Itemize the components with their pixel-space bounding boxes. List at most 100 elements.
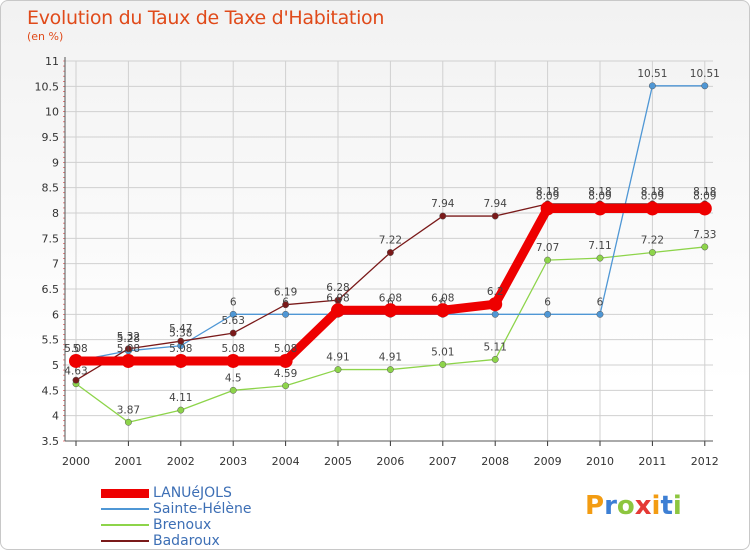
data-point (69, 353, 83, 368)
y-tick-label: 4 (52, 410, 59, 423)
legend-swatch (101, 488, 149, 498)
data-point (540, 201, 555, 216)
data-label: 4.91 (326, 352, 349, 364)
x-tick-label: 2008 (481, 455, 509, 468)
data-label: 4.63 (64, 366, 87, 378)
data-label: 8.18 (536, 186, 559, 198)
x-tick-label: 2003 (219, 455, 247, 468)
logo-letter: x (634, 491, 652, 521)
data-label: 8.09 (536, 190, 559, 202)
data-label: 10.51 (637, 68, 667, 80)
logo-letter: i (651, 491, 661, 521)
data-label: 5.08 (169, 343, 192, 355)
legend-item: LANUéJOLS (101, 485, 252, 501)
data-label: 5.11 (484, 341, 507, 353)
data-point (177, 337, 185, 345)
data-label: 5.08 (117, 343, 140, 355)
chart-title: Evolution du Taux de Taxe d'Habitation (27, 7, 385, 29)
x-tick-label: 2004 (272, 455, 300, 468)
data-label: 6 (387, 296, 394, 308)
data-point (701, 243, 709, 251)
y-tick-label: 6.5 (42, 283, 60, 296)
x-tick-label: 2012 (691, 455, 719, 468)
y-tick-label: 5.5 (42, 334, 60, 347)
legend-item: Sainte-Hélène (101, 501, 252, 517)
data-point (491, 310, 499, 318)
data-point (229, 386, 237, 394)
x-tick-label: 2006 (376, 455, 404, 468)
y-tick-label: 10.5 (35, 80, 60, 93)
x-tick-label: 2009 (534, 455, 562, 468)
data-label: 10.51 (690, 68, 720, 80)
data-label: 5.08 (222, 343, 245, 355)
data-point (596, 310, 604, 318)
data-point (121, 353, 136, 368)
data-point (282, 382, 290, 390)
data-label: 5.32 (117, 331, 140, 343)
data-label: 6 (597, 296, 604, 308)
data-point (435, 303, 450, 318)
data-label: 7.22 (379, 235, 402, 247)
data-label: 6 (439, 296, 446, 308)
data-label: 8.09 (641, 190, 664, 202)
data-label: 6.08 (379, 292, 402, 304)
data-point (226, 353, 241, 368)
x-tick-label: 2011 (638, 455, 666, 468)
data-point (278, 353, 293, 368)
data-label: 5.63 (222, 315, 245, 327)
x-tick-label: 2001 (114, 455, 142, 468)
data-point (72, 376, 80, 384)
data-point (488, 297, 503, 312)
data-label: 8.18 (641, 186, 664, 198)
data-point (648, 249, 656, 256)
data-point (544, 310, 552, 318)
data-label: 6.19 (274, 287, 297, 299)
data-label: 5.28 (117, 333, 140, 345)
data-point (491, 355, 499, 363)
logo-letter: o (616, 491, 635, 521)
data-point (177, 406, 185, 414)
data-point (645, 201, 660, 216)
y-tick-label: 4.5 (42, 384, 60, 397)
proxiti-logo: Proxiti (585, 491, 682, 521)
data-label: 7.33 (693, 229, 716, 241)
data-label: 6.08 (431, 292, 454, 304)
data-label: 5.01 (431, 346, 454, 358)
data-label: 8.09 (588, 190, 611, 202)
data-point (596, 254, 604, 262)
logo-letter: t (660, 491, 673, 521)
data-point (593, 201, 607, 216)
data-point (282, 310, 290, 318)
x-tick-label: 2007 (429, 455, 457, 468)
data-point (439, 212, 447, 220)
logo-letter: i (672, 491, 682, 521)
data-label: 6.08 (326, 292, 349, 304)
data-point (544, 256, 552, 264)
legend-swatch (101, 508, 149, 510)
data-label: 7.22 (641, 235, 664, 247)
legend-swatch (101, 524, 149, 526)
data-point (229, 329, 237, 337)
legend-label: LANUéJOLS (153, 485, 232, 501)
data-label: 6.2 (487, 286, 504, 298)
data-label: 6.28 (326, 282, 349, 294)
data-point (383, 303, 398, 318)
y-tick-label: 9.5 (42, 131, 60, 144)
data-label: 5.08 (64, 343, 87, 355)
data-label: 5.38 (169, 328, 192, 340)
data-point (229, 310, 237, 318)
y-tick-label: 9 (52, 156, 59, 169)
data-point (386, 366, 394, 374)
legend-swatch (101, 540, 149, 542)
data-point (331, 303, 345, 318)
data-point (334, 366, 342, 374)
logo-letter: r (604, 491, 617, 521)
data-label: 8.18 (588, 186, 611, 198)
data-point (282, 301, 290, 309)
legend-label: Badaroux (153, 533, 220, 549)
y-tick-label: 5 (52, 359, 59, 372)
y-tick-label: 8.5 (42, 182, 60, 195)
legend-label: Sainte-Hélène (153, 501, 252, 517)
